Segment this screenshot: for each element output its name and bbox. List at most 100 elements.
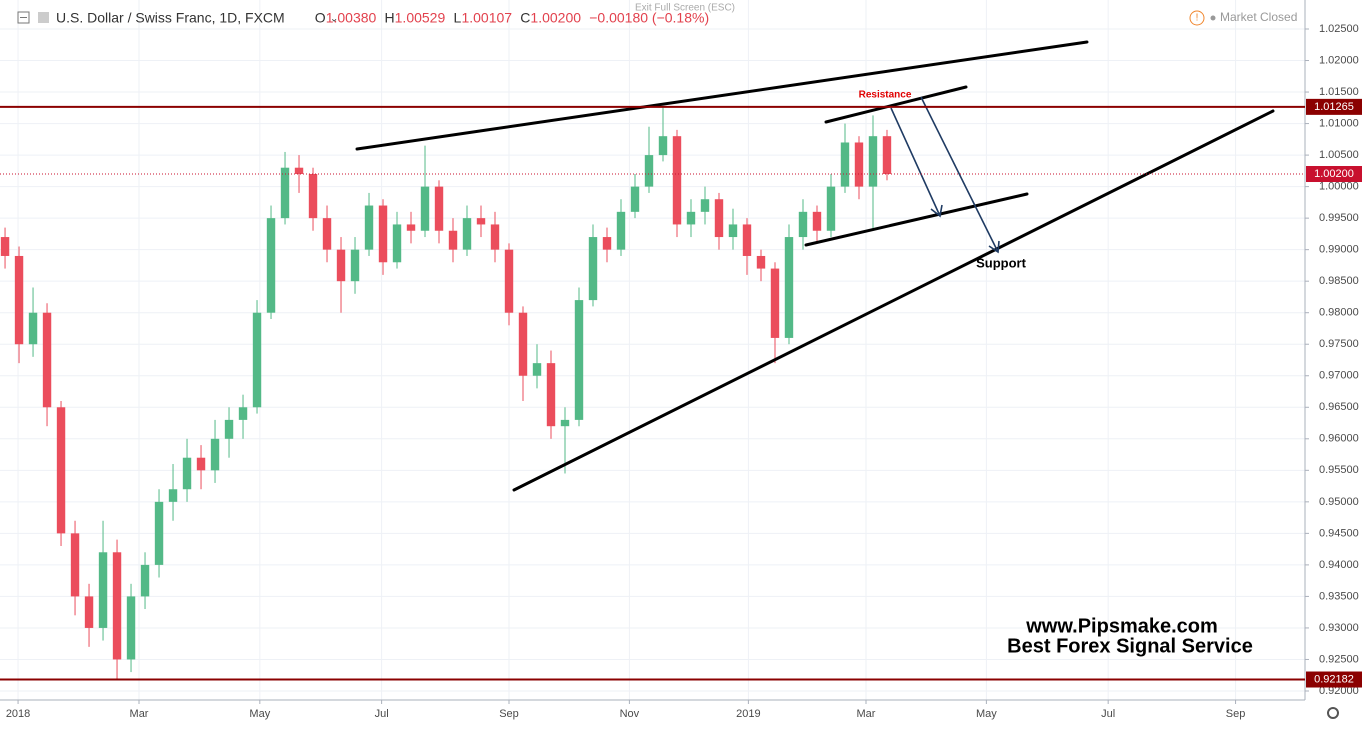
candle-body	[630, 186, 640, 212]
y-tick-label: 0.94500	[1319, 527, 1359, 539]
chart-title[interactable]: U.S. Dollar / Swiss Franc, 1D, FXCM	[56, 10, 285, 26]
price-label: 1.01265	[1314, 101, 1354, 113]
candle-body	[518, 312, 528, 376]
candle-body	[882, 136, 892, 175]
candle-body	[840, 142, 850, 187]
ohlc-legend: O 1.00380 H 1.00529 L 1.00107 C 1.00200 −0.00180…	[315, 10, 709, 26]
candle-body	[420, 186, 430, 231]
y-tick-label: 1.01500	[1319, 86, 1359, 98]
candle-body	[224, 419, 234, 439]
x-tick-label: May	[976, 708, 997, 720]
x-tick-label: May	[249, 708, 270, 720]
y-tick-label: 1.00000	[1319, 181, 1359, 193]
candle-body	[294, 167, 304, 175]
ohlc-label: O	[315, 10, 326, 26]
arrow	[890, 107, 941, 217]
candle-body	[364, 205, 374, 250]
support-label: Support	[976, 255, 1026, 270]
arrow	[920, 96, 999, 253]
watermark-url: www.Pipsmake.com	[1025, 615, 1218, 637]
candle-body	[728, 224, 738, 238]
candle-body	[812, 211, 822, 231]
candle-body	[434, 186, 444, 231]
y-tick-label: 1.02000	[1319, 54, 1359, 66]
candle-body	[308, 174, 318, 219]
candle-body	[854, 142, 864, 187]
alert-icon[interactable]	[1189, 10, 1205, 26]
y-tick-label: 1.00500	[1319, 149, 1359, 161]
symbol-icon[interactable]	[38, 12, 49, 23]
status-dot	[1210, 15, 1216, 21]
y-tick-label: 0.97500	[1319, 338, 1359, 350]
candle-body	[154, 501, 164, 565]
x-tick-label: Jul	[375, 708, 389, 720]
candle-body	[448, 230, 458, 250]
candle-body	[560, 419, 570, 427]
candle-body	[616, 211, 626, 250]
ohlc-value: 1.00380	[326, 10, 377, 26]
candle-body	[672, 136, 682, 225]
candles	[0, 107, 892, 680]
x-tick-label: Sep	[499, 708, 519, 720]
candle-body	[490, 224, 500, 250]
arrows	[890, 96, 1000, 254]
candle-body	[266, 218, 276, 313]
y-tick-label: 0.93000	[1319, 622, 1359, 634]
collapse-icon[interactable]	[17, 11, 30, 24]
candle-body	[644, 155, 654, 187]
y-tick-label: 0.98500	[1319, 275, 1359, 287]
y-tick-label: 0.99500	[1319, 212, 1359, 224]
candle-body	[140, 564, 150, 597]
price-change: −0.00180 (−0.18%)	[589, 10, 709, 26]
price-label-box	[1306, 166, 1362, 183]
title-caret[interactable]: ⌄	[330, 14, 338, 25]
alert-icon-mark: !	[1196, 13, 1199, 24]
x-tick-label: Sep	[1226, 708, 1246, 720]
candle-body	[784, 237, 794, 338]
ohlc-value: 1.00200	[530, 10, 581, 26]
y-tick-label: 0.92000	[1319, 685, 1359, 697]
candle-body	[868, 136, 878, 187]
candle-body	[168, 489, 178, 502]
candle-body	[14, 255, 24, 345]
wedge-upper-line	[824, 85, 968, 124]
candle-body	[588, 237, 598, 301]
candle-body	[406, 224, 416, 231]
candle-body	[84, 596, 94, 628]
candle-body	[532, 363, 542, 376]
candle-body	[126, 596, 136, 660]
candle-body	[196, 457, 206, 471]
candle-body	[700, 199, 710, 212]
candle-body	[658, 136, 668, 156]
settings-icon[interactable]	[1327, 707, 1339, 719]
arrow-head	[988, 240, 1000, 254]
ohlc-value: 1.00529	[395, 10, 446, 26]
candle-body	[322, 218, 332, 250]
watermark-tagline: Best Forex Signal Service	[1007, 635, 1253, 657]
y-tick-label: 0.93500	[1319, 590, 1359, 602]
ohlc-value: 1.00107	[461, 10, 512, 26]
x-tick-label: Mar	[130, 708, 149, 720]
candle-body	[0, 237, 10, 256]
ohlc-label: H	[385, 10, 395, 26]
y-tick-label: 0.95500	[1319, 464, 1359, 476]
candle-body	[504, 249, 514, 313]
y-tick-label: 0.94000	[1319, 559, 1359, 571]
x-tick-label: Jul	[1101, 708, 1115, 720]
candle-body	[714, 199, 724, 238]
ohlc-label: L	[453, 10, 461, 26]
market-status: Market Closed	[1220, 10, 1297, 24]
fullscreen-hint[interactable]: Exit Full Screen (ESC)	[635, 3, 735, 14]
candle-body	[798, 211, 808, 238]
candle-body	[392, 224, 402, 263]
candle-body	[602, 237, 612, 250]
candle-body	[112, 552, 122, 660]
wedge-lower-line	[804, 192, 1029, 247]
candle-body	[770, 268, 780, 338]
x-tick-label: 2019	[736, 708, 760, 720]
candle-body	[238, 407, 248, 420]
candle-body	[378, 205, 388, 263]
candle-body	[42, 312, 52, 408]
time-axis-bg	[0, 700, 1365, 729]
